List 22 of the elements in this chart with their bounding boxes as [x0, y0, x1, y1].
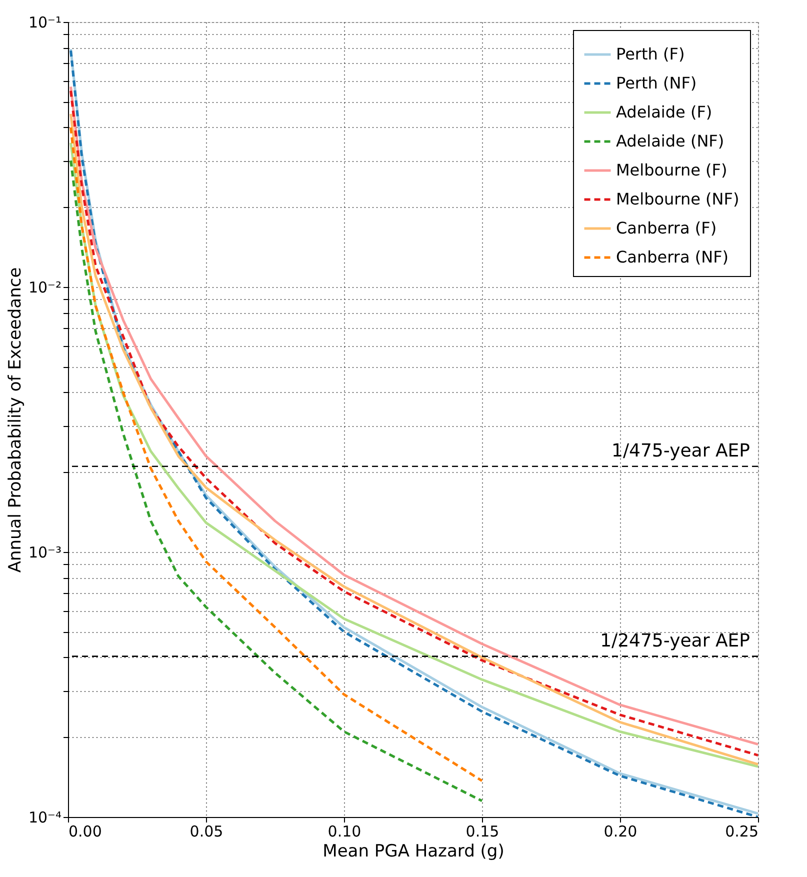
legend-label: Canberra (F): [616, 218, 717, 238]
legend-label: Melbourne (NF): [616, 190, 740, 208]
y-tick-label: 10⁻²: [28, 278, 62, 296]
ref-line-label: 1/2475-year AEP: [600, 630, 750, 652]
x-axis-title: Mean PGA Hazard (g): [322, 842, 504, 862]
x-tick-label: 0.25: [725, 822, 758, 840]
x-tick-label: 0.10: [328, 822, 362, 840]
legend-label: Melbourne (F): [616, 160, 728, 180]
y-tick-label: 10⁻³: [28, 544, 62, 562]
ref-line-label: 1/475-year AEP: [612, 440, 750, 462]
y-tick-label: 10⁻¹: [28, 14, 62, 32]
y-tick-label: 10⁻⁴: [28, 808, 62, 826]
x-tick-label: 0.15: [466, 822, 500, 840]
legend-label: Adelaide (F): [616, 102, 712, 122]
legend-label: Perth (F): [616, 44, 685, 64]
legend-label: Adelaide (NF): [616, 132, 724, 150]
x-tick-label: 0.20: [604, 822, 638, 840]
legend-label: Canberra (NF): [616, 248, 729, 266]
y-axis-title: Annual Probabability of Exceedance: [5, 267, 26, 573]
legend-label: Perth (NF): [616, 74, 697, 92]
x-tick-label: 0.00: [68, 822, 102, 840]
x-tick-label: 0.05: [190, 822, 224, 840]
